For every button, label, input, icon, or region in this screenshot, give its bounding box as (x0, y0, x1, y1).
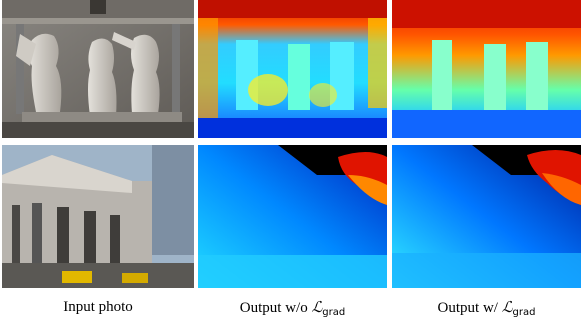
caption-with-prefix: Output w/ (437, 300, 502, 316)
caption-output-without-grad: Output w/o ℒgrad (198, 296, 387, 318)
depth-output-with-grad-grand-central (392, 145, 581, 288)
caption-without-prefix: Output w/o (239, 300, 312, 316)
caption-output-with-grad: Output w/ ℒgrad (392, 296, 581, 318)
depth-output-with-grad-statues (392, 0, 581, 138)
depth-output-without-grad-grand-central (198, 145, 387, 288)
input-photo-grand-central (2, 145, 194, 288)
loss-symbol: ℒ (311, 298, 323, 316)
loss-subscript: grad (512, 307, 536, 318)
caption-input-text: Input photo (63, 299, 133, 315)
input-photo-statues (2, 0, 194, 138)
depth-output-without-grad-statues (198, 0, 387, 138)
loss-subscript: grad (322, 307, 346, 318)
caption-input-photo: Input photo (2, 296, 194, 318)
loss-symbol: ℒ (501, 298, 513, 316)
